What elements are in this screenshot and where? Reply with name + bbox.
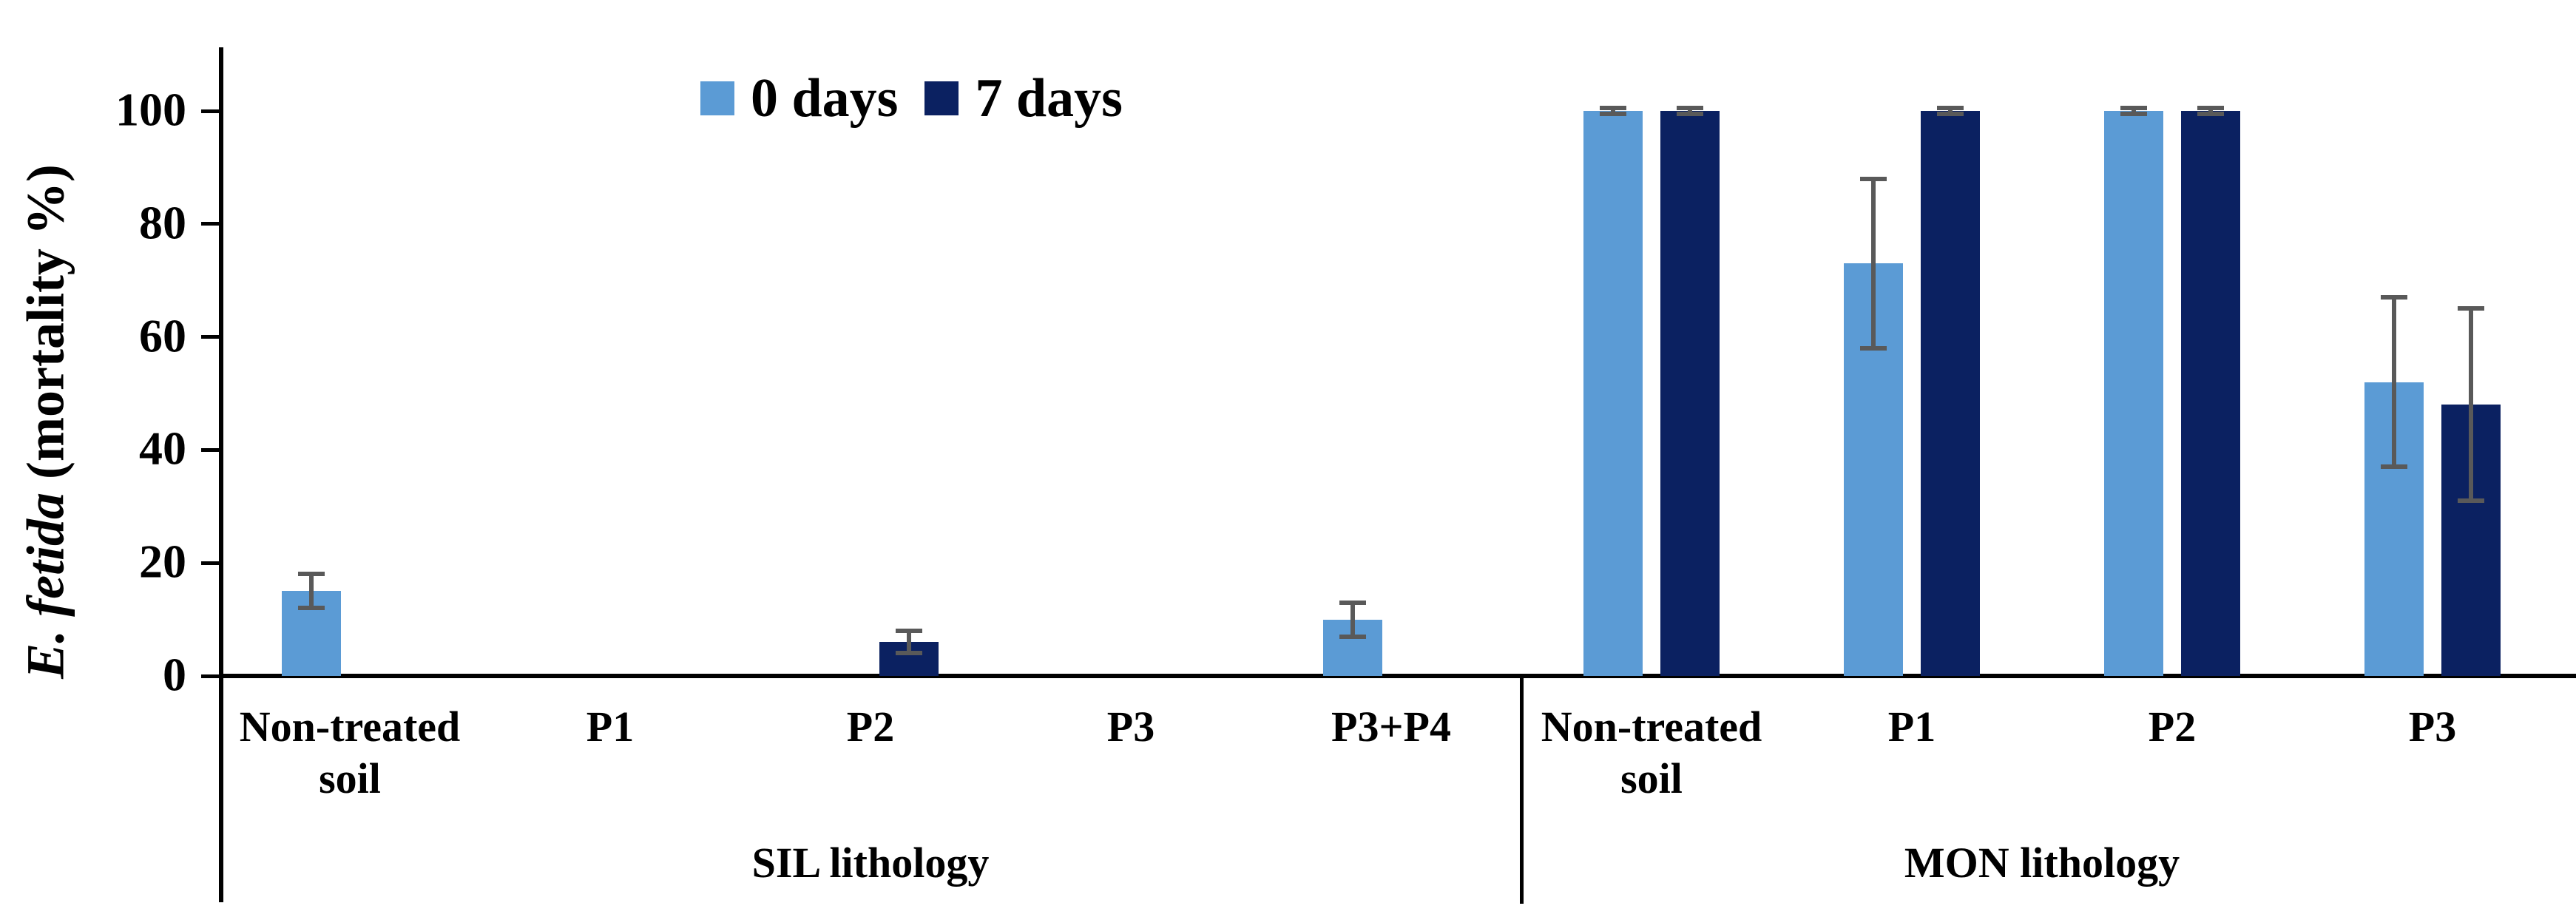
x-category-label: P2 xyxy=(846,703,895,751)
error-bar-cap-bottom xyxy=(2458,498,2484,504)
y-tick-label: 80 xyxy=(139,196,186,249)
error-bar-cap-top xyxy=(2197,106,2224,111)
y-tick-mark xyxy=(201,447,219,452)
legend-item: 7 days xyxy=(924,68,1123,129)
legend-label: 0 days xyxy=(751,68,899,129)
legend-swatch-light-blue xyxy=(700,81,734,115)
error-bar-line xyxy=(907,630,911,654)
y-tick-mark xyxy=(201,674,219,678)
x-category-label: P2 xyxy=(2148,703,2197,751)
error-bar-cap-bottom xyxy=(896,651,922,656)
y-tick-label: 0 xyxy=(163,648,186,701)
error-bar-cap-top xyxy=(298,572,325,577)
x-category-label: P1 xyxy=(586,703,635,751)
error-bar-cap-bottom xyxy=(1937,111,1964,116)
y-tick-mark xyxy=(201,109,219,113)
x-category-label: P3+P4 xyxy=(1331,703,1451,751)
error-bar-cap-top xyxy=(896,628,922,633)
error-bar-cap-bottom xyxy=(1860,345,1887,351)
error-bar-cap-bottom xyxy=(1677,111,1703,116)
bar-7-days-cat6 xyxy=(1921,111,1980,676)
error-bar-cap-top xyxy=(1860,176,1887,181)
error-bar-line xyxy=(2469,308,2473,501)
error-bar-line xyxy=(309,574,314,609)
error-bar-cap-top xyxy=(2458,306,2484,311)
error-bar-cap-bottom xyxy=(1339,634,1366,639)
y-tick-mark xyxy=(201,335,219,339)
y-axis-line xyxy=(219,47,223,902)
error-bar-cap-top xyxy=(1677,106,1703,111)
error-bar-line xyxy=(1611,108,1615,114)
error-bar-cap-top xyxy=(1600,106,1626,111)
bar-7-days-cat7 xyxy=(2181,111,2240,676)
x-category-label: P3 xyxy=(1106,703,1155,751)
error-bar-line xyxy=(2392,297,2396,467)
error-bar-cap-top xyxy=(2120,106,2147,111)
y-tick-label: 20 xyxy=(139,535,186,588)
y-tick-label: 40 xyxy=(139,422,186,476)
error-bar-line xyxy=(1688,108,1692,114)
error-bar-cap-bottom xyxy=(2197,111,2224,116)
y-tick-mark xyxy=(201,222,219,226)
error-bar-cap-bottom xyxy=(2120,111,2147,116)
error-bar-cap-bottom xyxy=(1600,111,1626,116)
legend-label: 7 days xyxy=(975,68,1123,129)
legend-swatch-navy xyxy=(924,81,959,115)
group-divider-line xyxy=(1520,676,1524,904)
x-group-label: SIL lithology xyxy=(751,839,990,887)
bar-0-days-cat7 xyxy=(2104,111,2163,676)
error-bar-cap-top xyxy=(1937,106,1964,111)
x-category-label: Non-treated soil xyxy=(1541,703,1762,802)
legend: 0 days 7 days xyxy=(700,71,1149,126)
error-bar-line xyxy=(2208,108,2213,114)
x-category-label: P3 xyxy=(2408,703,2457,751)
x-category-label: Non-treated soil xyxy=(239,703,461,802)
x-group-label: MON lithology xyxy=(1904,839,2180,887)
bar-7-days-cat5 xyxy=(1660,111,1720,676)
legend-item: 0 days xyxy=(700,71,898,126)
y-tick-label: 60 xyxy=(139,309,186,362)
error-bar-line xyxy=(1350,602,1355,637)
bar-0-days-cat5 xyxy=(1583,111,1643,676)
error-bar-line xyxy=(1871,178,1876,348)
error-bar-cap-top xyxy=(1339,600,1366,605)
error-bar-cap-top xyxy=(2381,295,2407,300)
y-tick-label: 100 xyxy=(115,83,186,136)
error-bar-cap-bottom xyxy=(298,606,325,611)
x-axis-line xyxy=(219,674,2576,678)
x-category-label: P1 xyxy=(1887,703,1936,751)
error-bar-cap-bottom xyxy=(2381,464,2407,470)
y-tick-mark xyxy=(201,561,219,565)
error-bar-line xyxy=(2132,108,2136,114)
error-bar-line xyxy=(1948,108,1953,114)
